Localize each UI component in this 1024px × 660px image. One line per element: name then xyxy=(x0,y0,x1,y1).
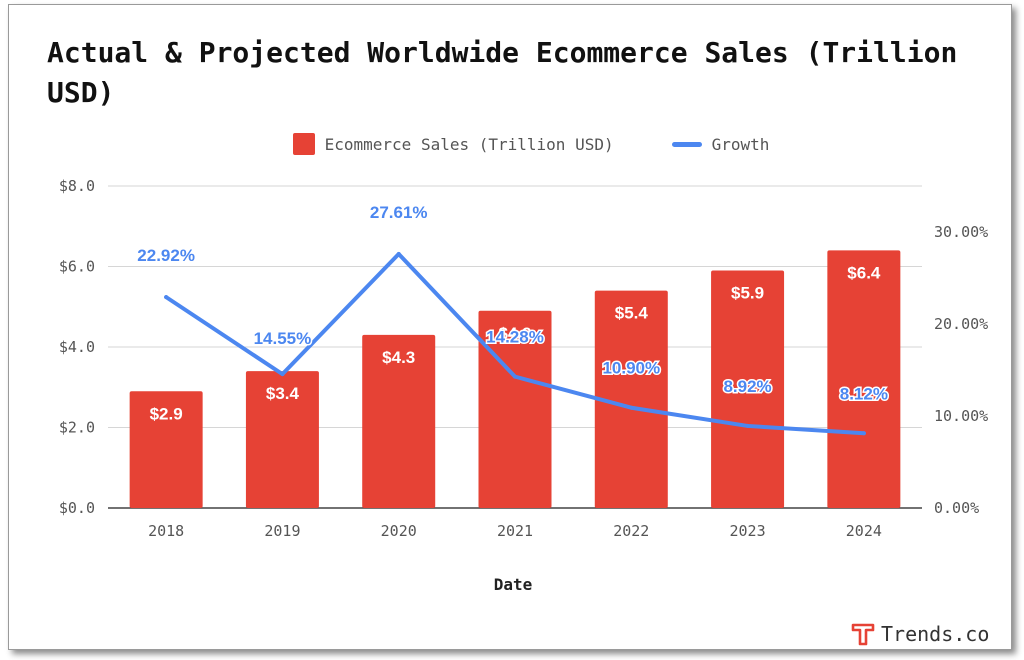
bar xyxy=(129,391,203,508)
bar xyxy=(711,270,785,508)
growth-point xyxy=(164,295,169,300)
chart-legend: Ecommerce Sales (Trillion USD) Growth xyxy=(9,133,1013,155)
bar-value-label: $2.9 xyxy=(150,404,183,423)
x-tick-label: 2020 xyxy=(381,522,417,540)
growth-point xyxy=(513,374,517,379)
bar-value-label: $4.9 xyxy=(498,324,531,343)
left-tick-label: $4.0 xyxy=(59,338,95,356)
right-tick-label: 10.00% xyxy=(934,407,988,425)
growth-value-label: 14.28% xyxy=(486,328,544,347)
right-tick-label: 20.00% xyxy=(934,315,988,333)
legend-label-growth: Growth xyxy=(711,134,770,154)
x-tick-label: 2024 xyxy=(846,522,882,540)
left-tick-label: $8.0 xyxy=(59,177,95,195)
growth-value-label: 8.92% xyxy=(723,377,771,396)
legend-item-sales: Ecommerce Sales (Trillion USD) xyxy=(292,133,614,155)
x-tick-label: 2022 xyxy=(613,522,649,540)
left-tick-label: $0.0 xyxy=(59,499,95,517)
left-tick-label: $6.0 xyxy=(59,258,95,276)
legend-item-growth: Growth xyxy=(671,134,770,154)
growth-value-label: 10.90% xyxy=(602,359,660,378)
growth-value-label: 22.92% xyxy=(137,246,195,265)
bar-value-label: $5.9 xyxy=(731,284,764,303)
growth-point xyxy=(745,423,750,428)
chart-title: Actual & Projected Worldwide Ecommerce S… xyxy=(47,36,975,109)
trends-logo-icon xyxy=(851,623,875,646)
legend-swatch-growth xyxy=(671,141,702,147)
x-tick-label: 2023 xyxy=(730,522,766,540)
brand-name: Trends.co xyxy=(881,622,990,646)
bar xyxy=(362,334,436,508)
right-tick-label: 30.00% xyxy=(934,223,988,241)
bar xyxy=(594,290,668,508)
growth-point xyxy=(629,405,634,410)
bar-value-label: $5.4 xyxy=(615,304,649,323)
right-tick-label: 0.00% xyxy=(934,499,979,517)
x-axis-title: Date xyxy=(494,575,533,594)
bar-value-label: $4.3 xyxy=(382,348,415,367)
left-tick-label: $2.0 xyxy=(59,419,95,437)
brand-logo: Trends.co xyxy=(851,622,989,646)
x-tick-label: 2019 xyxy=(264,522,300,540)
bar xyxy=(827,250,901,508)
bar-value-label: $6.4 xyxy=(847,263,881,282)
x-tick-label: 2021 xyxy=(497,522,533,540)
bar-value-label: $3.4 xyxy=(266,384,300,403)
growth-value-label: 8.12% xyxy=(840,384,888,403)
legend-label-sales: Ecommerce Sales (Trillion USD) xyxy=(324,134,614,154)
legend-swatch-sales xyxy=(292,133,315,155)
growth-point xyxy=(280,372,285,377)
x-tick-label: 2018 xyxy=(148,522,184,540)
bar xyxy=(245,371,319,508)
growth-value-label: 27.61% xyxy=(370,203,428,222)
growth-point xyxy=(861,431,866,436)
growth-value-label: 14.55% xyxy=(254,329,312,348)
growth-point xyxy=(396,251,401,256)
